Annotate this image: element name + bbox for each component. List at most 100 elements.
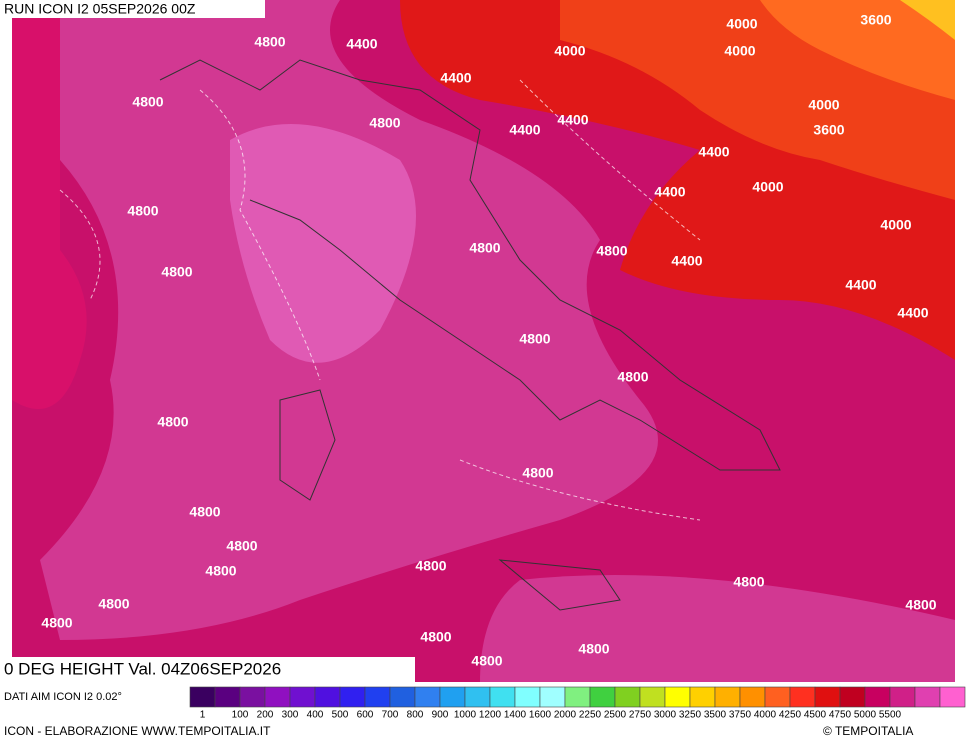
- legend-swatch: [189, 686, 216, 708]
- contour-label: 4800: [254, 34, 285, 50]
- map-title: 0 DEG HEIGHT Val. 04Z06SEP2026: [4, 659, 281, 678]
- legend-label: 3250: [679, 710, 702, 721]
- legend-label: 300: [282, 710, 299, 721]
- contour-label: 4400: [509, 122, 540, 138]
- contour-label: 4800: [617, 369, 648, 385]
- region: [900, 0, 955, 40]
- legend-swatch: [739, 686, 766, 708]
- legend-label: 3750: [729, 710, 752, 721]
- contour-label: 4800: [41, 615, 72, 631]
- legend-swatch: [539, 686, 566, 708]
- legend-label: 700: [382, 710, 399, 721]
- legend-swatch: [339, 686, 366, 708]
- legend-swatch: [489, 686, 516, 708]
- legend-swatch: [464, 686, 491, 708]
- contour-label: 3600: [813, 122, 844, 138]
- contour-label: 4400: [440, 70, 471, 86]
- legend-label: 4500: [804, 710, 827, 721]
- legend-swatch: [589, 686, 616, 708]
- legend-label: 3000: [654, 710, 677, 721]
- legend-swatch: [914, 686, 941, 708]
- legend-label: 4750: [829, 710, 852, 721]
- legend-label: 2000: [554, 710, 577, 721]
- legend-swatch: [789, 686, 816, 708]
- contour-label: 4800: [205, 563, 236, 579]
- legend-label: 900: [432, 710, 449, 721]
- contour-label: 4800: [127, 203, 158, 219]
- legend-label: 5500: [879, 710, 902, 721]
- legend-swatch: [889, 686, 916, 708]
- contour-label: 4400: [346, 36, 377, 52]
- contour-label: 4000: [808, 97, 839, 113]
- legend-swatch: [839, 686, 866, 708]
- contour-label: 4400: [557, 112, 588, 128]
- contour-label: 4400: [698, 144, 729, 160]
- legend-swatch: [689, 686, 716, 708]
- header-box: [0, 0, 265, 18]
- legend-label: 2500: [604, 710, 627, 721]
- legend-swatch: [364, 686, 391, 708]
- title-box: [0, 657, 415, 683]
- copyright-label: © TEMPOITALIA: [823, 724, 913, 738]
- legend-swatch: [614, 686, 641, 708]
- contour-label: 4800: [161, 264, 192, 280]
- contour-label: 4800: [98, 596, 129, 612]
- legend-swatch: [514, 686, 541, 708]
- legend-label: 2250: [579, 710, 602, 721]
- legend-swatch: [439, 686, 466, 708]
- legend-swatch: [764, 686, 791, 708]
- contour-label: 4000: [554, 43, 585, 59]
- legend-swatch: [639, 686, 666, 708]
- contour-label: 4400: [654, 184, 685, 200]
- contour-label: 4800: [578, 641, 609, 657]
- contour-label: 4800: [596, 243, 627, 259]
- legend-label: 2750: [629, 710, 652, 721]
- legend-swatch: [564, 686, 591, 708]
- contour-label: 4400: [845, 277, 876, 293]
- legend-label: 4000: [754, 710, 777, 721]
- contour-label: 4800: [733, 574, 764, 590]
- contour-label: 4800: [905, 597, 936, 613]
- contour-label: 4400: [897, 305, 928, 321]
- legend-label: 1000: [454, 710, 477, 721]
- legend-swatch: [664, 686, 691, 708]
- contour-label: 4000: [752, 179, 783, 195]
- contour-line: [59, 79, 701, 521]
- legend-label: 1600: [529, 710, 552, 721]
- legend-swatch: [214, 686, 241, 708]
- contour-label: 4800: [369, 115, 400, 131]
- region: [230, 124, 416, 363]
- contour-label: 4800: [189, 504, 220, 520]
- legend-label: 600: [357, 710, 374, 721]
- contour-label: 4800: [519, 331, 550, 347]
- legend-swatch: [289, 686, 316, 708]
- coastline: [159, 59, 781, 611]
- legend-swatch: [264, 686, 291, 708]
- run-label: RUN ICON I2 05SEP2026 00Z: [4, 1, 196, 17]
- legend-label: 100: [232, 710, 249, 721]
- legend-label: 1200: [479, 710, 502, 721]
- legend-label: 4250: [779, 710, 802, 721]
- legend-swatch: [239, 686, 266, 708]
- legend-swatch: [414, 686, 441, 708]
- contour-label: 4800: [132, 94, 163, 110]
- source-label: DATI AIM ICON I2 0.02°: [4, 691, 122, 703]
- contour-label: 4000: [724, 43, 755, 59]
- legend-swatch: [314, 686, 341, 708]
- contour-label: 3600: [860, 12, 891, 28]
- legend-label: 1: [200, 710, 206, 721]
- legend-swatch: [814, 686, 841, 708]
- legend-swatch: [939, 686, 966, 708]
- legend-label: 800: [407, 710, 424, 721]
- legend-label: 400: [307, 710, 324, 721]
- region: [480, 575, 955, 682]
- legend-label: 200: [257, 710, 274, 721]
- legend-label: 1400: [504, 710, 527, 721]
- legend-swatch: [389, 686, 416, 708]
- region: [760, 0, 955, 100]
- contour-label: 4800: [522, 465, 553, 481]
- contour-label: 4800: [415, 558, 446, 574]
- contour-label: 4800: [469, 240, 500, 256]
